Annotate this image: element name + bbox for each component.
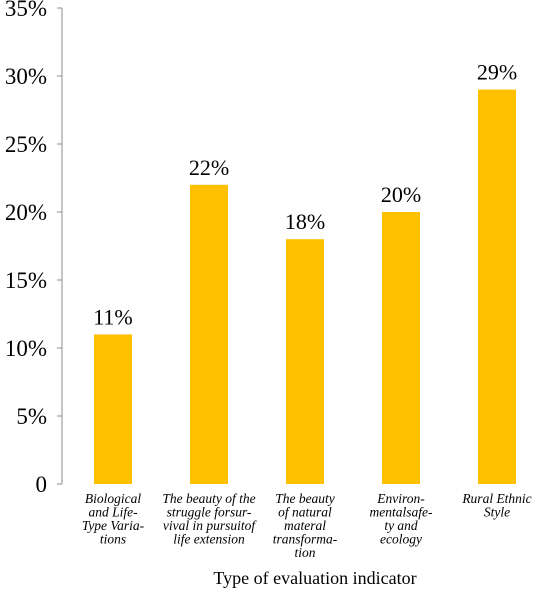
bar	[286, 239, 324, 484]
y-tick-label: 15%	[5, 268, 47, 293]
category-label: The beauty of the struggle forsur-vival i…	[162, 491, 257, 547]
y-tick-label: 20%	[5, 200, 47, 225]
bar	[190, 184, 228, 485]
y-tick-label: 25%	[5, 132, 47, 157]
y-tick-label: 5%	[16, 404, 47, 429]
category-labels: Biological and Life-Type Varia-tions The b…	[82, 491, 532, 560]
bar	[94, 334, 132, 484]
bar	[478, 89, 516, 484]
data-label: 18%	[285, 209, 325, 234]
category-label: Biological and Life-Type Varia-tions	[82, 491, 145, 547]
y-tick-label: 0	[36, 472, 48, 497]
y-tick-label: 35%	[5, 0, 47, 21]
y-tick-label: 30%	[5, 64, 47, 89]
bar	[382, 212, 420, 484]
data-labels: 11% 22% 18% 20% 29%	[93, 60, 517, 330]
category-label: The beauty of natural materal transforma-ti…	[273, 491, 338, 560]
category-label: Rural Ethnic Style	[461, 491, 531, 520]
category-label: Environ-mentalsafe-ty and ecology	[370, 491, 433, 547]
y-tick-label: 10%	[5, 336, 47, 361]
data-label: 20%	[381, 182, 421, 207]
data-label: 11%	[93, 304, 133, 329]
x-axis-title: Type of evaluation indicator	[213, 568, 416, 588]
data-label: 29%	[477, 60, 517, 85]
y-axis: 0 5% 10% 15% 20% 25% 30% 35%	[5, 0, 63, 497]
data-label: 22%	[189, 155, 229, 180]
bars	[94, 89, 516, 485]
